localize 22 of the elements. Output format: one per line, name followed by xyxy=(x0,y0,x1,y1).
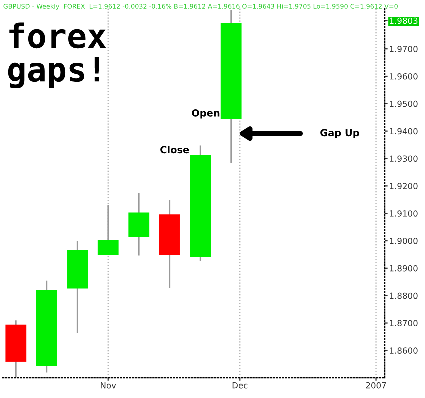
y-tick-label: 1.8700 xyxy=(390,320,418,327)
y-tick-label: 1.9400 xyxy=(390,128,418,135)
y-tick-label: 1.9803 xyxy=(390,18,418,24)
annotation: Close xyxy=(160,146,190,154)
y-tick-label: 1.9000 xyxy=(390,238,418,244)
x-tick-label: Nov xyxy=(101,382,116,389)
y-tick-label: 1.8600 xyxy=(390,348,418,354)
y-tick-label: 1.8900 xyxy=(390,265,418,272)
y-tick-label: 1.9600 xyxy=(390,73,418,80)
x-tick-label: Dec xyxy=(232,382,248,389)
y-tick-label: 1.8800 xyxy=(390,292,418,300)
y-tick-label: 1.9100 xyxy=(390,210,418,217)
annotation: Open xyxy=(192,109,220,119)
x-tick-label: 2007 xyxy=(366,382,386,389)
annotation: forex gaps! xyxy=(8,22,106,89)
candlestick xyxy=(128,193,150,256)
annotation: Gap Up xyxy=(320,129,360,139)
y-tick-label: 1.9700 xyxy=(390,46,418,52)
candlestick xyxy=(98,205,119,256)
y-tick-label: 1.9200 xyxy=(390,183,418,190)
y-tick-label: 1.9300 xyxy=(390,156,418,162)
y-tick-label: 1.9500 xyxy=(390,100,418,108)
